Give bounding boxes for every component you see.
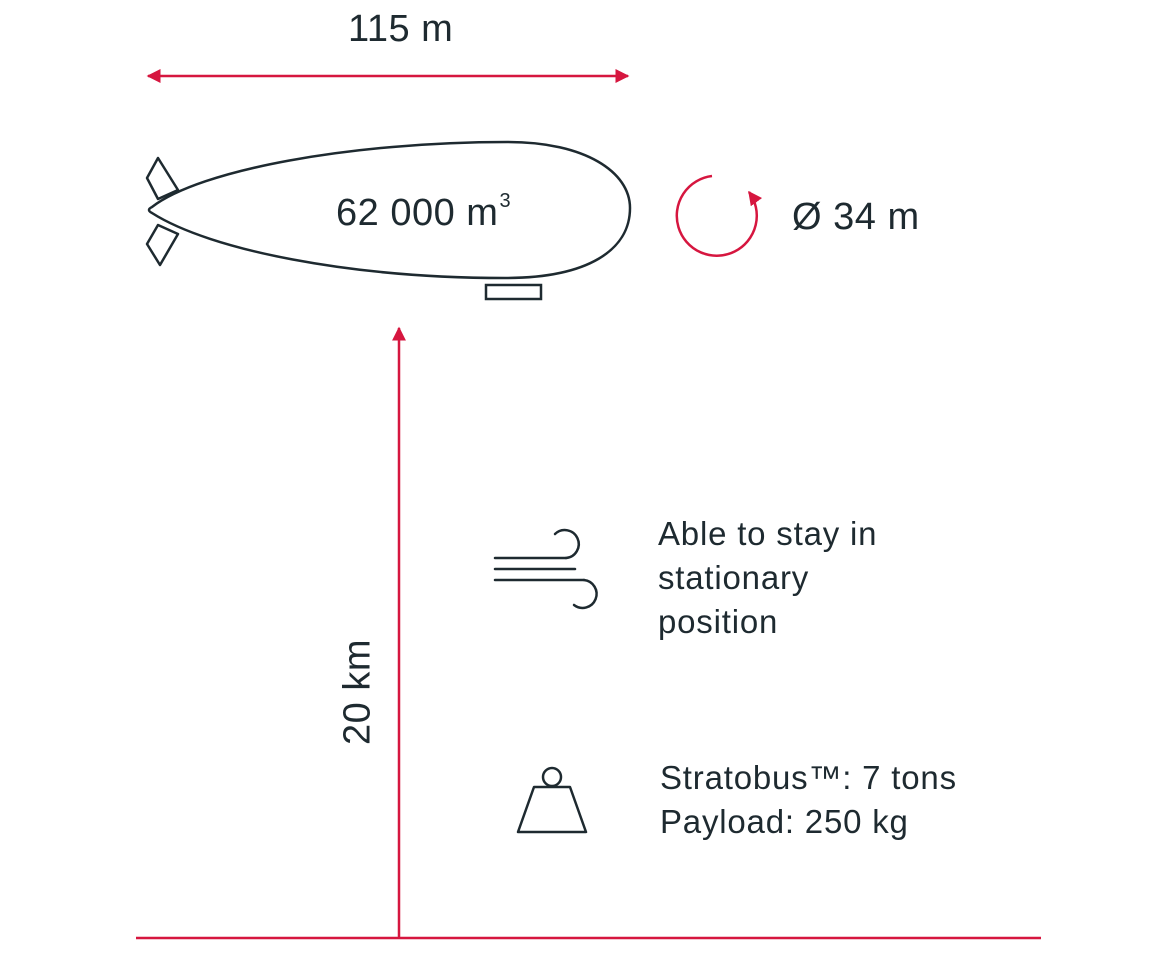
volume-exponent: 3	[499, 190, 512, 212]
wind-feature-line: position	[658, 603, 779, 640]
wind-feature-line: stationary	[658, 559, 810, 596]
total-weight-line: Stratobus™: 7 tons	[660, 759, 957, 796]
volume-label: 62 000 m3	[336, 190, 511, 235]
payload-line: Payload: 250 kg	[660, 803, 909, 840]
volume-value: 62 000 m	[336, 192, 499, 234]
length-label: 115 m	[348, 8, 454, 50]
upper-tail-fin	[145, 156, 180, 201]
weight-icon	[516, 766, 588, 834]
rotation-arrow-icon	[675, 174, 763, 257]
diameter-label: Ø 34 m	[792, 196, 920, 238]
gondola	[484, 283, 543, 301]
wind-icon	[493, 528, 598, 610]
wind-feature-text: Able to stay in stationary position	[658, 512, 877, 644]
airship-hull	[147, 140, 632, 280]
weight-text: Stratobus™: 7 tons Payload: 250 kg	[660, 756, 957, 844]
wind-feature-line: Able to stay in	[658, 515, 878, 552]
altitude-label: 20 km	[336, 639, 379, 745]
lower-tail-fin	[145, 223, 180, 267]
